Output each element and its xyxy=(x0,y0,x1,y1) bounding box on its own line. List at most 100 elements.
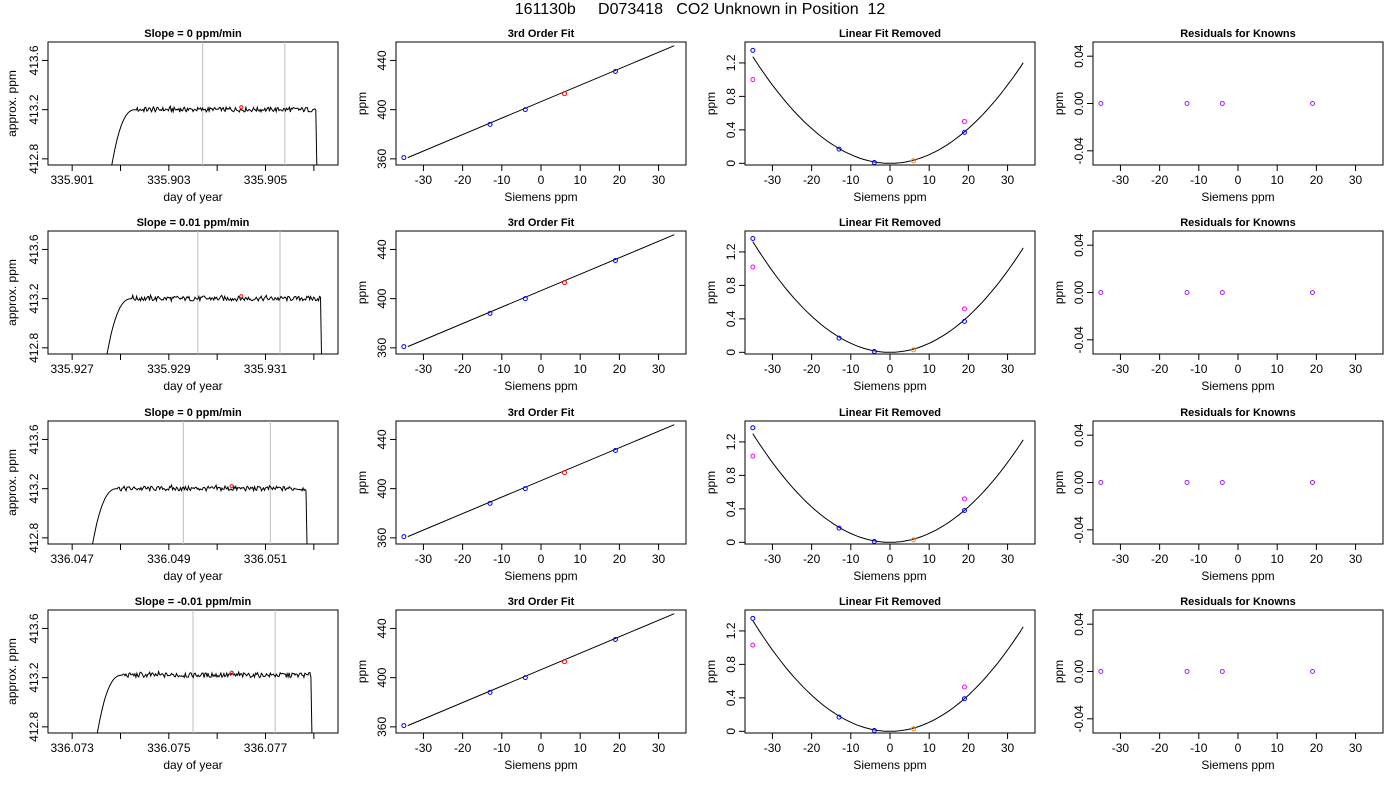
x-axis-label: Siemens ppm xyxy=(504,569,577,583)
y-tick-label: 1.2 xyxy=(724,54,738,71)
known-point xyxy=(871,538,877,544)
y-tick-label: 413.2 xyxy=(27,662,41,692)
x-axis-label: day of year xyxy=(163,190,222,204)
y-tick-label: 0.00 xyxy=(1072,659,1086,683)
x-tick-label: 0 xyxy=(887,173,894,187)
x-tick-label: -30 xyxy=(764,741,782,755)
x-tick-label: 335.901 xyxy=(50,173,94,187)
x-axis-label: Siemens ppm xyxy=(1201,190,1274,204)
x-tick-label: 10 xyxy=(574,741,588,755)
panel-title: 3rd Order Fit xyxy=(508,596,575,608)
concentration-trace xyxy=(110,104,319,166)
y-tick-label: 400 xyxy=(375,667,389,687)
y-axis-label: approx. ppm xyxy=(5,449,19,516)
y-tick-label: 360 xyxy=(375,338,389,358)
x-tick-label: 10 xyxy=(1271,362,1285,376)
panel-title: Residuals for Knowns xyxy=(1180,28,1296,40)
known-point xyxy=(612,637,618,643)
x-tick-label: -10 xyxy=(842,362,860,376)
x-tick-label: 0 xyxy=(1235,173,1242,187)
y-tick-label: 0.8 xyxy=(724,467,738,484)
x-tick-label: -10 xyxy=(493,362,511,376)
x-tick-label: 10 xyxy=(923,552,937,566)
x-tick-label: 30 xyxy=(1001,741,1015,755)
x-tick-label: 0 xyxy=(1235,552,1242,566)
residual-point xyxy=(1219,480,1225,485)
x-tick-label: -20 xyxy=(1151,741,1169,755)
x-tick-label: -20 xyxy=(803,173,821,187)
y-tick-label: 0 xyxy=(724,539,738,546)
unknown_residual-point xyxy=(911,537,917,543)
x-tick-label: 30 xyxy=(1349,741,1363,755)
known-point xyxy=(836,525,842,531)
x-tick-label: 30 xyxy=(1349,362,1363,376)
x-tick-label: -30 xyxy=(415,362,433,376)
x-axis-label: Siemens ppm xyxy=(853,758,926,772)
y-axis-label: ppm xyxy=(704,471,718,494)
residual-point xyxy=(1219,290,1225,295)
fit-line xyxy=(407,613,675,727)
y-tick-label: 0.04 xyxy=(1072,423,1086,447)
plot-frame xyxy=(744,41,1036,166)
unknown_residual-point xyxy=(911,158,917,164)
x-tick-label: -20 xyxy=(1151,362,1169,376)
y-axis-label: ppm xyxy=(1052,660,1066,683)
x-tick-label: 30 xyxy=(1349,173,1363,187)
x-tick-label: 336.073 xyxy=(50,741,94,755)
x-axis-label: Siemens ppm xyxy=(1201,569,1274,583)
panel-title: Residuals for Knowns xyxy=(1180,407,1296,419)
known-point xyxy=(961,318,967,324)
residual-point xyxy=(1219,101,1225,106)
x-tick-label: -20 xyxy=(454,741,472,755)
x-tick-label: 336.077 xyxy=(244,741,288,755)
x-tick-label: -20 xyxy=(454,552,472,566)
raw-point xyxy=(750,642,756,648)
y-tick-label: 0.00 xyxy=(1072,91,1086,115)
x-axis-label: day of year xyxy=(163,569,222,583)
y-tick-label: 0.8 xyxy=(724,277,738,294)
residual-point xyxy=(1309,480,1315,485)
known-point xyxy=(522,107,528,113)
concentration-trace xyxy=(96,669,314,734)
y-tick-label: 440 xyxy=(375,50,389,70)
y-tick-label: 360 xyxy=(375,149,389,169)
x-axis-label: Siemens ppm xyxy=(504,758,577,772)
y-tick-label: 413.6 xyxy=(27,45,41,75)
fit-curve xyxy=(752,433,1024,543)
y-axis-label: ppm xyxy=(355,281,369,304)
x-tick-label: -10 xyxy=(1190,552,1208,566)
y-tick-label: 0 xyxy=(724,349,738,356)
x-tick-label: 0 xyxy=(887,552,894,566)
x-tick-label: -20 xyxy=(803,552,821,566)
residual-point xyxy=(1309,101,1315,106)
x-tick-label: -30 xyxy=(764,362,782,376)
y-tick-label: 0 xyxy=(724,728,738,735)
y-tick-label: 0.4 xyxy=(724,121,738,138)
known-point xyxy=(871,727,877,733)
raw-point xyxy=(961,496,967,502)
y-axis-label: ppm xyxy=(1052,281,1066,304)
y-tick-label: 1.2 xyxy=(724,243,738,260)
y-axis-label: approx. ppm xyxy=(5,70,19,137)
known-point xyxy=(487,500,493,506)
y-axis-label: approx. ppm xyxy=(5,638,19,705)
x-tick-label: -30 xyxy=(1112,741,1130,755)
known-point xyxy=(612,448,618,454)
x-axis-label: day of year xyxy=(163,379,222,393)
panel-1-4: Residuals for Knowns Siemens ppm ppm -30 -20… xyxy=(1052,28,1384,204)
y-tick-label: 0.04 xyxy=(1072,44,1086,68)
x-tick-label: 0 xyxy=(1235,362,1242,376)
known-point xyxy=(961,508,967,514)
y-tick-label: 0.4 xyxy=(724,689,738,706)
plot-frame xyxy=(47,420,339,545)
x-tick-label: 335.905 xyxy=(244,173,288,187)
known-point xyxy=(750,615,756,621)
raw-point xyxy=(750,264,756,270)
known-point xyxy=(487,121,493,127)
y-tick-label: 0.00 xyxy=(1072,280,1086,304)
x-tick-label: 20 xyxy=(962,173,976,187)
unknown_residual-point xyxy=(911,347,917,353)
plot-frame xyxy=(47,230,339,355)
x-tick-label: 20 xyxy=(962,552,976,566)
x-axis-label: Siemens ppm xyxy=(1201,758,1274,772)
